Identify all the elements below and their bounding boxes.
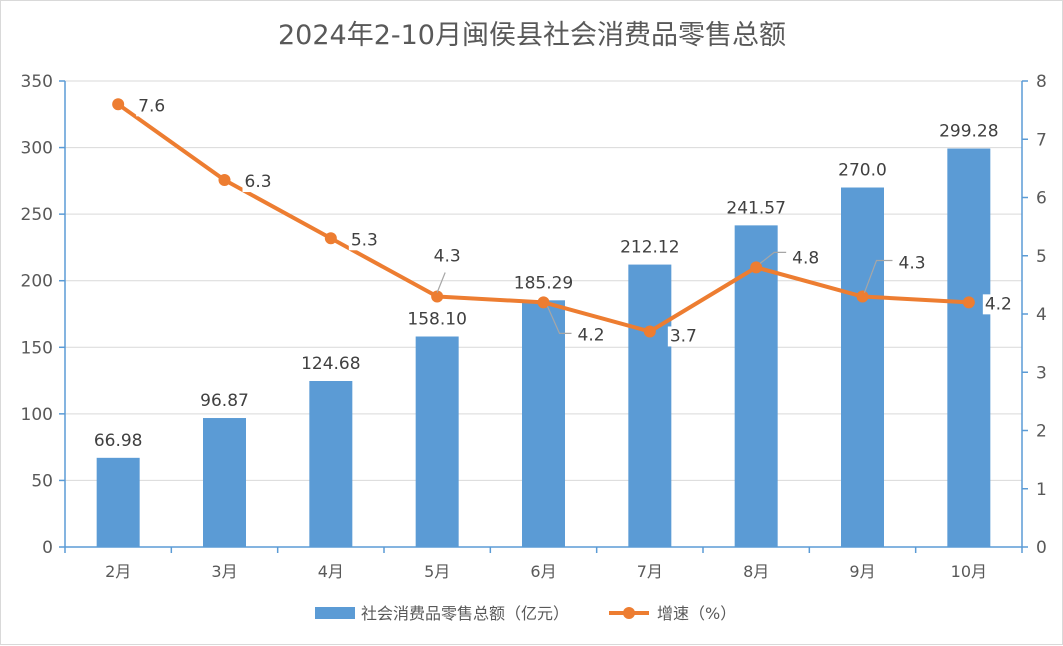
left-axis-tick-label: 200 (21, 272, 53, 292)
bar-data-label: 185.29 (514, 273, 573, 293)
line-label-background (667, 326, 699, 347)
chart-title: 2024年2-10月闽侯县社会消费品零售总额 (278, 20, 786, 51)
line-point (112, 98, 125, 111)
right-axis-tick-label: 0 (1036, 538, 1047, 558)
bar (628, 264, 672, 547)
bar-data-label: 212.12 (620, 238, 679, 258)
line-data-label: 4.3 (899, 254, 926, 274)
line-data-label: 4.3 (434, 247, 461, 267)
line-point (537, 296, 550, 309)
label-leader-line (759, 251, 787, 264)
bar-data-label: 241.57 (726, 198, 785, 218)
line-label-background (431, 246, 463, 267)
line-label-background (348, 230, 380, 251)
right-axis-tick-label: 7 (1036, 130, 1047, 150)
label-leader-line (436, 272, 446, 293)
legend-line-marker (623, 607, 635, 619)
line-point (856, 290, 869, 303)
bar-data-label: 66.98 (94, 431, 143, 451)
x-axis-category-label: 5月 (424, 562, 450, 581)
right-axis-tick-label: 1 (1036, 480, 1047, 500)
x-axis-category-label: 8月 (743, 562, 769, 581)
line-point (218, 174, 231, 187)
x-axis-category-label: 10月 (951, 562, 987, 581)
bar (96, 457, 140, 547)
right-axis-tick-label: 4 (1036, 305, 1047, 325)
x-axis-category-label: 6月 (530, 562, 556, 581)
legend-bar-swatch (315, 607, 355, 619)
x-axis-category-label: 2月 (105, 562, 131, 581)
left-axis-tick-label: 250 (21, 205, 53, 225)
line-label-background (575, 325, 607, 346)
bar (734, 225, 778, 547)
x-axis-category-label: 9月 (849, 562, 875, 581)
legend: 社会消费品零售总额（亿元） 增速（%） (315, 604, 736, 623)
left-axis-tick-label: 300 (21, 139, 53, 159)
line-point (750, 261, 763, 274)
line-data-label: 4.8 (792, 248, 819, 268)
line-point (431, 290, 444, 303)
line-data-label: 7.6 (138, 96, 165, 116)
left-axis-tick-label: 150 (21, 338, 53, 358)
right-axis-tick-label: 2 (1036, 422, 1047, 442)
right-axis-tick-label: 6 (1036, 189, 1047, 209)
line-label-background (982, 294, 1014, 315)
right-axis-tick-label: 8 (1036, 72, 1047, 92)
legend-bar-label: 社会消费品零售总额（亿元） (361, 604, 569, 623)
x-axis-category-label: 4月 (318, 562, 344, 581)
bar (203, 418, 246, 547)
bar (947, 148, 991, 547)
bar-data-label: 158.10 (407, 310, 466, 330)
line-label-background (242, 172, 274, 193)
line-point (643, 325, 656, 338)
bar (309, 380, 353, 547)
bar (841, 187, 884, 547)
left-axis-tick-label: 100 (21, 405, 53, 425)
left-axis-tick-label: 0 (42, 538, 53, 558)
line-data-label: 6.3 (245, 172, 272, 192)
bar-data-label: 299.28 (939, 122, 998, 142)
bar-data-label: 124.68 (301, 354, 360, 374)
x-axis-category-label: 7月 (637, 562, 663, 581)
right-axis-tick-label: 5 (1036, 247, 1047, 267)
line-label-background (896, 253, 928, 274)
bar (522, 300, 565, 547)
line-data-label: 5.3 (351, 230, 378, 250)
bar-data-label: 270.0 (838, 161, 887, 181)
line-data-label: 4.2 (985, 294, 1012, 314)
line-point (324, 232, 337, 245)
x-axis-category-label: 3月 (211, 562, 237, 581)
label-leader-line (546, 306, 572, 334)
line-label-background (790, 248, 822, 269)
line-point (962, 296, 975, 309)
bar-data-label: 96.87 (200, 391, 249, 411)
label-leader-line (863, 259, 893, 293)
left-axis-tick-label: 50 (31, 471, 53, 491)
right-axis-tick-label: 3 (1036, 363, 1047, 383)
legend-line-label: 增速（%） (657, 604, 736, 623)
line-label-background (136, 96, 168, 117)
left-axis-tick-label: 350 (21, 72, 53, 92)
line-data-label: 4.2 (578, 325, 605, 345)
line-data-label: 3.7 (670, 326, 697, 346)
bar (415, 336, 459, 547)
